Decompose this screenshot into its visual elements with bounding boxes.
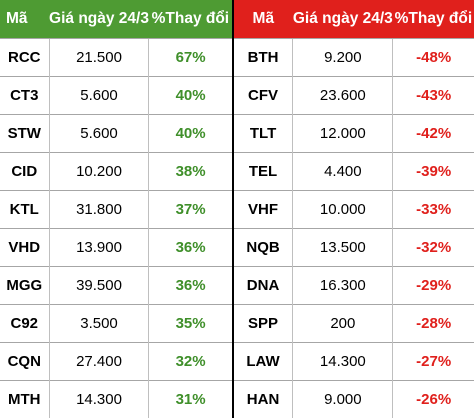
gainer-code: CT3 bbox=[0, 77, 49, 115]
loser-code: VHF bbox=[233, 191, 293, 229]
gainer-code: C92 bbox=[0, 305, 49, 343]
gainer-price: 5.600 bbox=[49, 115, 149, 153]
gainer-code: VHD bbox=[0, 229, 49, 267]
loser-change: -48% bbox=[393, 39, 474, 77]
loser-price: 9.000 bbox=[293, 381, 393, 418]
gainer-price: 5.600 bbox=[49, 77, 149, 115]
gainer-change: 36% bbox=[149, 267, 233, 305]
gainer-price: 14.300 bbox=[49, 381, 149, 418]
loser-code: TEL bbox=[233, 153, 293, 191]
gainer-change: 38% bbox=[149, 153, 233, 191]
gainer-price: 27.400 bbox=[49, 343, 149, 381]
gainer-price: 31.800 bbox=[49, 191, 149, 229]
loser-price: 9.200 bbox=[293, 39, 393, 77]
gainer-change: 35% bbox=[149, 305, 233, 343]
gainer-price: 3.500 bbox=[49, 305, 149, 343]
gainer-code: MTH bbox=[0, 381, 49, 418]
gainers-change-header: %Thay đổi bbox=[149, 0, 233, 39]
loser-code: LAW bbox=[233, 343, 293, 381]
loser-price: 200 bbox=[293, 305, 393, 343]
loser-change: -43% bbox=[393, 77, 474, 115]
losers-price-header: Giá ngày 24/3 bbox=[293, 0, 393, 39]
gainers-code-header: Mã bbox=[0, 0, 49, 39]
loser-code: BTH bbox=[233, 39, 293, 77]
loser-price: 23.600 bbox=[293, 77, 393, 115]
loser-change: -32% bbox=[393, 229, 474, 267]
gainer-code: CID bbox=[0, 153, 49, 191]
loser-change: -39% bbox=[393, 153, 474, 191]
gainer-code: RCC bbox=[0, 39, 49, 77]
loser-change: -42% bbox=[393, 115, 474, 153]
gainer-price: 39.500 bbox=[49, 267, 149, 305]
loser-price: 4.400 bbox=[293, 153, 393, 191]
gainers-price-header: Giá ngày 24/3 bbox=[49, 0, 149, 39]
gainer-code: STW bbox=[0, 115, 49, 153]
loser-change: -28% bbox=[393, 305, 474, 343]
loser-change: -29% bbox=[393, 267, 474, 305]
loser-price: 12.000 bbox=[293, 115, 393, 153]
loser-price: 16.300 bbox=[293, 267, 393, 305]
gainer-code: KTL bbox=[0, 191, 49, 229]
gainer-change: 40% bbox=[149, 77, 233, 115]
gainer-price: 10.200 bbox=[49, 153, 149, 191]
gainer-change: 32% bbox=[149, 343, 233, 381]
loser-code: NQB bbox=[233, 229, 293, 267]
gainer-change: 67% bbox=[149, 39, 233, 77]
loser-code: SPP bbox=[233, 305, 293, 343]
losers-change-header: %Thay đổi bbox=[393, 0, 474, 39]
gainer-price: 13.900 bbox=[49, 229, 149, 267]
gainer-change: 37% bbox=[149, 191, 233, 229]
gainer-code: CQN bbox=[0, 343, 49, 381]
loser-price: 10.000 bbox=[293, 191, 393, 229]
gainer-price: 21.500 bbox=[49, 39, 149, 77]
gainer-change: 36% bbox=[149, 229, 233, 267]
losers-code-header: Mã bbox=[233, 0, 293, 39]
loser-code: CFV bbox=[233, 77, 293, 115]
gainer-change: 40% bbox=[149, 115, 233, 153]
header-row: Mã Giá ngày 24/3 %Thay đổi Mã Giá ngày 2… bbox=[0, 0, 474, 39]
loser-code: TLT bbox=[233, 115, 293, 153]
loser-change: -27% bbox=[393, 343, 474, 381]
loser-change: -33% bbox=[393, 191, 474, 229]
gainer-code: MGG bbox=[0, 267, 49, 305]
gainer-change: 31% bbox=[149, 381, 233, 418]
loser-price: 13.500 bbox=[293, 229, 393, 267]
loser-code: HAN bbox=[233, 381, 293, 418]
loser-change: -26% bbox=[393, 381, 474, 418]
loser-code: DNA bbox=[233, 267, 293, 305]
loser-price: 14.300 bbox=[293, 343, 393, 381]
